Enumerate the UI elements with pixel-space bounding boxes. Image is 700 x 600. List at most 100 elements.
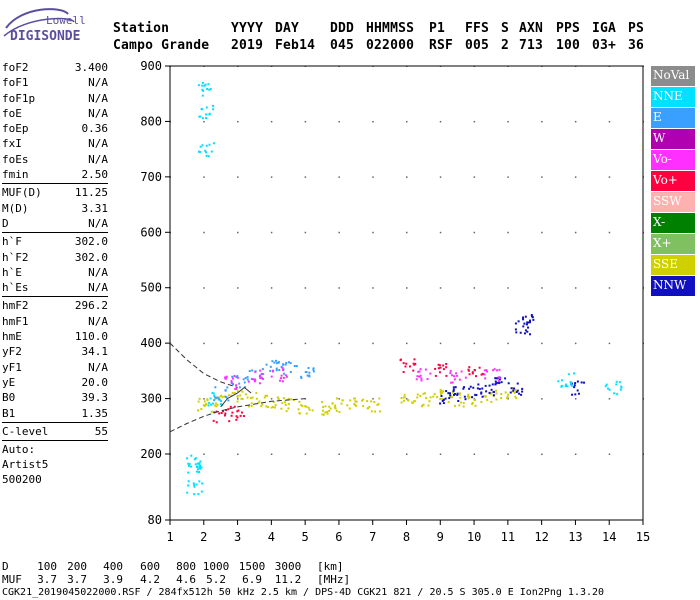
- data-point: [197, 493, 200, 496]
- data-point: [269, 369, 272, 372]
- data-point: [214, 386, 217, 389]
- data-point: [514, 328, 517, 331]
- data-point: [218, 412, 221, 415]
- grid-dot: [203, 176, 205, 178]
- data-point: [235, 384, 238, 387]
- data-point: [338, 410, 341, 413]
- data-point: [293, 364, 296, 367]
- header-row1-cell: S: [501, 21, 510, 36]
- data-point: [227, 394, 230, 397]
- data-point: [491, 383, 494, 386]
- data-point: [403, 393, 406, 396]
- data-point: [362, 405, 365, 408]
- data-point: [582, 381, 585, 384]
- grid-dot: [507, 453, 509, 455]
- legend-item: Vo+: [651, 171, 695, 191]
- data-point: [190, 465, 193, 468]
- data-point: [206, 399, 209, 402]
- data-point: [242, 415, 245, 418]
- data-point: [494, 377, 497, 380]
- legend-item: W: [651, 129, 695, 149]
- divider: [2, 421, 108, 423]
- data-point: [454, 392, 457, 395]
- data-point: [400, 401, 403, 404]
- data-point: [438, 371, 441, 374]
- grid-dot: [406, 231, 408, 234]
- param-label: foE: [2, 106, 22, 120]
- legend-item: NNE: [651, 87, 695, 107]
- data-point: [236, 390, 239, 393]
- data-point: [615, 383, 618, 386]
- data-point: [571, 393, 574, 396]
- param-label: foF2: [2, 61, 29, 74]
- grid-dot: [473, 287, 476, 289]
- data-point: [198, 471, 201, 474]
- divider: [2, 183, 108, 185]
- data-point: [564, 383, 567, 386]
- data-point: [429, 372, 432, 375]
- param-row: h`Es N/A: [2, 280, 108, 295]
- grid-dot: [338, 342, 340, 345]
- footer-unit: [MHz]: [317, 573, 351, 586]
- data-point: [308, 371, 311, 374]
- grid-dot: [541, 120, 543, 123]
- data-point: [203, 84, 206, 87]
- grid-dot: [541, 342, 543, 345]
- data-point: [255, 397, 258, 400]
- data-point: [204, 149, 207, 152]
- data-point: [281, 366, 284, 369]
- data-point: [249, 397, 252, 400]
- data-point: [269, 365, 272, 368]
- data-point: [425, 396, 428, 399]
- y-tick-label: 500: [140, 281, 162, 295]
- data-point: [439, 398, 442, 401]
- header-row1-cell: PS: [628, 21, 645, 36]
- data-point: [284, 403, 287, 406]
- data-point: [208, 402, 211, 405]
- param-value: 39.3: [81, 391, 109, 405]
- data-point: [480, 391, 483, 394]
- data-point: [233, 405, 236, 408]
- data-point: [449, 372, 452, 375]
- data-point: [471, 372, 474, 375]
- data-point: [282, 376, 285, 379]
- grid-dot: [304, 342, 307, 345]
- grid-dot: [406, 120, 408, 123]
- data-point: [422, 403, 425, 406]
- data-point: [353, 402, 356, 405]
- data-point: [298, 400, 301, 403]
- data-point: [362, 398, 365, 401]
- data-point: [300, 375, 303, 378]
- x-tick-label: 9: [437, 530, 444, 544]
- data-point: [195, 470, 198, 473]
- data-point: [505, 397, 508, 400]
- data-point: [348, 407, 351, 410]
- data-point: [515, 391, 518, 394]
- header-row1-cell: HHMMSS: [366, 21, 415, 36]
- data-point: [205, 151, 208, 154]
- data-point: [326, 410, 329, 413]
- data-point: [418, 370, 421, 373]
- grid-dot: [304, 231, 307, 234]
- header-row2-cell: 2: [501, 38, 510, 53]
- data-point: [239, 394, 242, 397]
- param-value: N/A: [88, 216, 108, 230]
- data-point: [205, 106, 208, 109]
- data-point: [254, 379, 257, 382]
- data-point: [472, 386, 475, 389]
- data-point: [468, 387, 471, 390]
- grid-dot: [608, 342, 611, 345]
- data-point: [514, 322, 517, 325]
- grid-dot: [473, 453, 476, 455]
- data-point: [417, 370, 420, 373]
- param-label: h`F: [2, 235, 22, 249]
- param-row: hmE 110.0: [2, 329, 108, 344]
- data-point: [230, 382, 233, 385]
- data-point: [258, 400, 261, 403]
- data-point: [199, 467, 202, 470]
- data-point: [521, 387, 524, 390]
- data-point: [452, 390, 455, 393]
- data-point: [440, 390, 443, 393]
- data-point: [427, 404, 430, 407]
- data-point: [366, 407, 369, 410]
